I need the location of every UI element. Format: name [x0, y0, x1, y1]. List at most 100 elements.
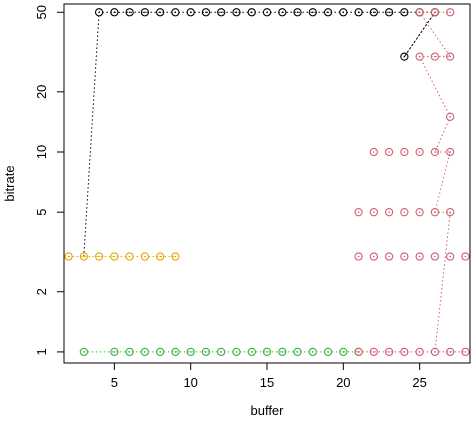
data-point: [262, 8, 272, 17]
data-point-center: [189, 351, 192, 353]
data-point: [384, 347, 394, 357]
data-point-center: [250, 351, 253, 353]
data-point: [415, 8, 424, 17]
data-point: [400, 147, 409, 157]
data-point-center: [327, 351, 329, 353]
plot-frame: [63, 3, 471, 364]
data-point: [140, 8, 150, 17]
data-point: [400, 52, 409, 61]
data-point-center: [357, 11, 360, 14]
y-tick-label: 10: [34, 145, 49, 159]
data-point: [308, 8, 317, 17]
data-point: [247, 347, 256, 357]
data-point: [140, 347, 150, 357]
data-point-center: [220, 11, 223, 14]
data-point-center: [235, 351, 238, 353]
data-point: [247, 8, 256, 17]
data-point-center: [449, 11, 451, 14]
data-point: [125, 252, 134, 261]
data-point-center: [388, 255, 390, 258]
data-point: [461, 252, 470, 261]
data-point-center: [174, 255, 177, 258]
data-point: [232, 8, 241, 17]
data-point: [384, 147, 394, 157]
data-point-center: [418, 211, 421, 213]
data-point: [293, 8, 302, 17]
x-tick-label: 25: [412, 375, 426, 390]
data-point-center: [373, 351, 375, 353]
data-point: [339, 347, 348, 357]
data-point-center: [418, 11, 421, 14]
data-point-center: [373, 11, 375, 14]
data-point-center: [418, 55, 421, 58]
data-point: [415, 347, 424, 357]
data-point: [186, 8, 195, 17]
data-point: [430, 347, 440, 357]
series-line: [358, 11, 466, 353]
data-point-center: [144, 11, 146, 14]
data-point-center: [220, 351, 223, 353]
data-point-center: [373, 255, 375, 258]
data-point-center: [434, 211, 436, 213]
data-point: [79, 252, 88, 261]
data-point: [369, 8, 378, 17]
data-point-center: [403, 211, 406, 213]
data-point-center: [434, 351, 436, 353]
data-point: [262, 347, 272, 357]
data-point-center: [449, 255, 451, 258]
data-point-center: [128, 11, 131, 14]
data-point-center: [342, 11, 345, 14]
data-point-center: [403, 55, 406, 58]
data-point-center: [159, 11, 161, 14]
data-point-center: [464, 255, 467, 258]
data-point-center: [311, 351, 314, 353]
data-point: [110, 347, 119, 357]
data-point: [171, 347, 180, 357]
data-point-center: [388, 11, 390, 14]
data-point: [400, 8, 409, 17]
data-point-center: [144, 351, 146, 353]
data-point: [446, 208, 455, 217]
data-point-center: [296, 351, 299, 353]
data-point-center: [403, 255, 406, 258]
y-axis-title: bitrate: [2, 165, 17, 201]
data-point: [140, 252, 150, 261]
data-point-center: [266, 11, 268, 14]
data-point-center: [434, 55, 436, 58]
data-point: [384, 8, 394, 17]
data-point: [430, 252, 440, 261]
data-point-center: [418, 351, 421, 353]
data-point: [369, 147, 378, 157]
data-point-center: [296, 11, 299, 14]
data-point: [201, 347, 211, 357]
data-point-center: [449, 115, 451, 118]
data-point: [446, 112, 455, 121]
data-point: [415, 52, 424, 61]
data-point: [384, 252, 394, 261]
data-point-center: [434, 255, 436, 258]
data-point: [323, 8, 333, 17]
x-tick-label: 20: [336, 375, 350, 390]
data-point: [94, 252, 104, 261]
data-point-center: [403, 351, 406, 353]
data-point: [293, 347, 302, 357]
data-point: [354, 208, 363, 217]
data-point: [354, 8, 363, 17]
data-point: [415, 147, 424, 157]
data-point-center: [388, 211, 390, 213]
data-point: [354, 347, 363, 357]
data-point: [323, 347, 333, 357]
data-point: [125, 347, 134, 357]
data-point: [369, 252, 378, 261]
data-point: [156, 8, 165, 17]
data-point-center: [98, 255, 100, 258]
data-point-center: [403, 151, 406, 153]
data-point: [461, 347, 470, 357]
data-point-center: [128, 351, 131, 353]
data-point-center: [144, 255, 146, 258]
data-point-center: [235, 11, 238, 14]
data-point-center: [449, 55, 451, 58]
data-point: [201, 8, 211, 17]
data-point-center: [174, 11, 177, 14]
data-point: [446, 52, 455, 61]
